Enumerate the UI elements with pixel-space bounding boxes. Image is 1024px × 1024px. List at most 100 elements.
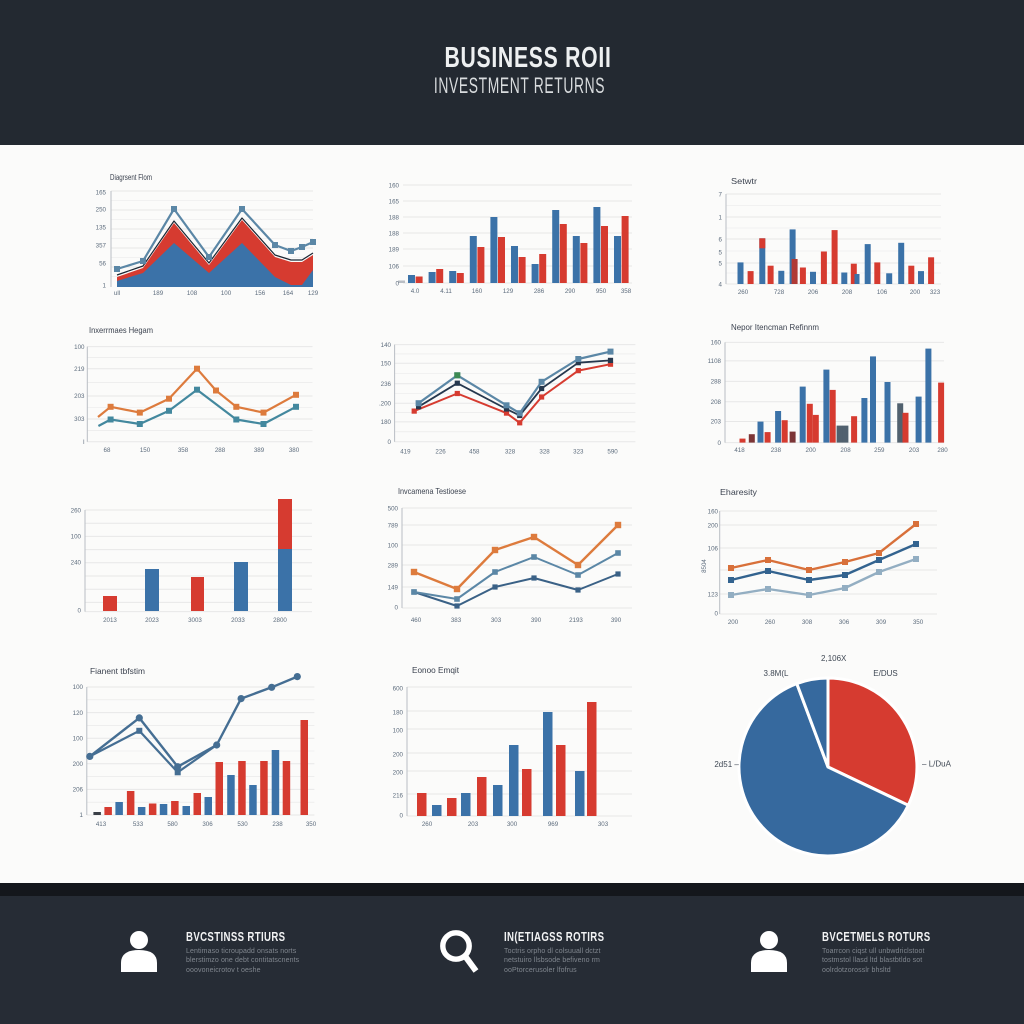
svg-text:1: 1 [103,283,107,290]
svg-text:259: 259 [874,447,885,454]
svg-text:188: 188 [389,215,400,222]
svg-text:418: 418 [734,447,745,454]
svg-text:203: 203 [711,419,722,426]
svg-text:160: 160 [472,288,483,295]
svg-text:308: 308 [802,619,813,626]
svg-text:238: 238 [272,821,283,828]
svg-text:100: 100 [388,543,399,550]
svg-text:106: 106 [389,264,400,271]
svg-text:240: 240 [71,560,82,567]
svg-text:– L/DuA: – L/DuA [922,760,952,769]
svg-text:ull: ull [114,290,120,297]
svg-text:4.11: 4.11 [440,288,452,295]
svg-text:Diagrsent Flom: Diagrsent Flom [110,172,152,182]
svg-text:5: 5 [719,261,723,268]
svg-text:200: 200 [73,761,84,768]
svg-text:458: 458 [469,449,480,456]
svg-text:150: 150 [140,447,151,454]
svg-text:200: 200 [806,447,817,454]
svg-text:129: 129 [503,288,514,295]
svg-text:358: 358 [178,447,189,454]
svg-text:2193: 2193 [569,617,583,624]
svg-text:219: 219 [74,366,85,373]
svg-text:E/DUS: E/DUS [873,669,897,678]
svg-text:350: 350 [306,821,317,828]
svg-text:306: 306 [202,821,213,828]
svg-text:.200: .200 [379,400,392,407]
svg-text:1: 1 [719,215,723,222]
svg-text:288: 288 [215,447,226,454]
svg-text:358: 358 [621,288,632,295]
svg-text:969: 969 [548,821,559,828]
svg-text:789: 789 [388,523,399,530]
svg-text:0: 0 [400,813,404,820]
svg-text:100: 100 [73,684,84,691]
svg-text:68: 68 [104,447,111,454]
svg-text:189: 189 [153,290,164,297]
svg-text:728: 728 [774,289,785,296]
svg-text:208: 208 [711,399,722,406]
svg-text:160: 160 [389,183,400,190]
svg-text:208: 208 [842,289,853,296]
svg-text:2023: 2023 [145,617,159,624]
svg-text:8504: 8504 [701,559,708,573]
svg-text:390: 390 [531,617,542,624]
svg-text:106: 106 [877,289,888,296]
svg-text:206: 206 [73,787,84,794]
svg-text:1: 1 [80,812,84,819]
svg-text:108: 108 [187,290,198,297]
svg-text:206: 206 [808,289,819,296]
svg-text:236: 236 [381,381,392,388]
svg-text:56: 56 [99,261,106,268]
svg-text:530: 530 [237,821,248,828]
svg-text:260: 260 [765,619,776,626]
svg-text:100: 100 [73,735,84,742]
svg-text:309: 309 [876,619,887,626]
svg-text:250: 250 [96,207,107,214]
svg-text:203: 203 [74,393,85,400]
svg-text:135: 135 [96,225,107,232]
svg-text:0: 0 [395,605,399,612]
svg-text:390: 390 [611,617,622,624]
svg-text:216: 216 [393,793,404,800]
svg-text:303: 303 [491,617,502,624]
svg-text:303: 303 [598,821,609,828]
svg-text:Eharesity: Eharesity [720,487,758,497]
svg-text:Invcamena Testioese: Invcamena Testioese [398,486,466,496]
svg-text:306: 306 [839,619,850,626]
svg-text:4: 4 [719,282,723,289]
svg-text:160: 160 [711,340,722,347]
svg-text:Inxerrmaes Hegam: Inxerrmaes Hegam [89,325,153,335]
svg-text:500: 500 [388,506,399,513]
svg-text:357: 357 [96,243,107,250]
svg-text:413: 413 [96,821,107,828]
svg-text:3003: 3003 [188,617,202,624]
svg-text:533: 533 [133,821,144,828]
svg-text:140: 140 [381,342,392,349]
svg-text:0: 0 [718,440,722,447]
svg-text:2800: 2800 [273,617,287,624]
svg-text:226: 226 [435,449,446,456]
svg-text:200: 200 [708,523,719,530]
svg-text:389: 389 [254,447,265,454]
svg-text:0: 0 [78,608,82,615]
svg-text:208: 208 [840,447,851,454]
svg-text:260: 260 [71,508,82,515]
svg-text:260: 260 [738,289,749,296]
svg-text:200: 200 [393,770,404,777]
svg-text:120: 120 [73,710,84,717]
svg-text:460: 460 [411,617,422,624]
svg-text:129: 129 [308,290,319,297]
svg-text:6: 6 [719,237,723,244]
svg-text:165: 165 [96,190,107,197]
svg-text:123: 123 [708,592,719,599]
svg-text:188: 188 [389,231,400,238]
svg-text:100: 100 [74,344,85,351]
svg-text:203: 203 [468,821,479,828]
svg-text:328: 328 [539,449,550,456]
svg-text:300: 300 [507,821,518,828]
svg-text:7: 7 [719,192,723,199]
svg-text:200: 200 [910,289,921,296]
svg-text:383: 383 [451,617,462,624]
svg-text:323: 323 [573,449,584,456]
